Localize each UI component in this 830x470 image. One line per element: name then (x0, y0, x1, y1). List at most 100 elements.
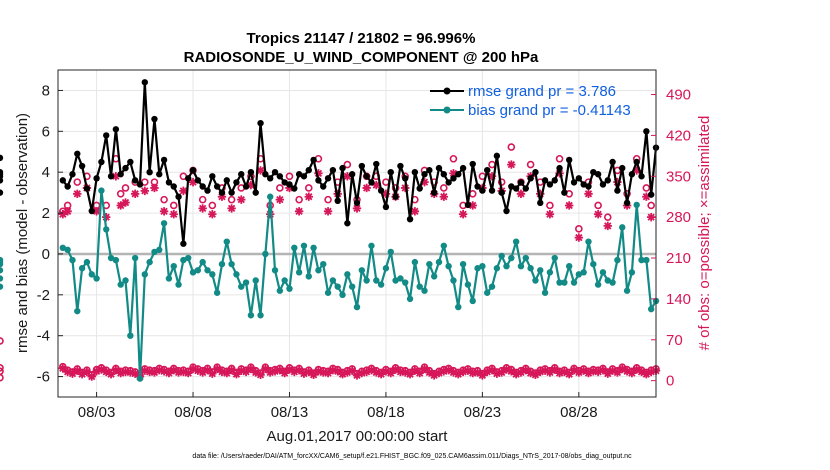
bias-series (0, 187, 660, 382)
rmse-point (281, 179, 288, 186)
rmse-point (575, 175, 583, 182)
bias-point (517, 263, 525, 270)
obs-assimilated-marker (304, 192, 313, 201)
obs-assimilated-marker (63, 207, 72, 216)
bias-point (320, 260, 327, 268)
rmse-point (107, 173, 115, 180)
bias-point (218, 260, 226, 268)
bias-point (160, 220, 168, 227)
bias-point (527, 265, 534, 272)
obs-assimilated-marker (550, 365, 559, 374)
obs-possible-marker (0, 337, 4, 345)
bias-point (604, 277, 611, 284)
bias-point (141, 271, 149, 278)
y-axis-left: -6 -4 -2 0 2 4 6 8 (37, 82, 63, 386)
bias-point (469, 297, 476, 305)
rmse-point (633, 158, 640, 166)
obs-assimilated-marker (106, 370, 116, 379)
bias-point (363, 277, 370, 284)
bias-point (209, 271, 216, 278)
obs-assimilated-marker (381, 367, 391, 376)
y-tick-label: 8 (42, 82, 50, 99)
bias-point (165, 275, 173, 282)
obs-assimilated-marker (203, 365, 212, 375)
obs-assimilated-marker (603, 369, 612, 378)
obs-assimilated-marker (294, 207, 304, 216)
rmse-point (165, 179, 173, 186)
obs-possible-marker (227, 195, 236, 204)
rmse-point (551, 177, 558, 184)
obs-assimilated-marker (492, 369, 502, 378)
bias-point (435, 258, 443, 266)
bias-point (315, 267, 322, 274)
legend-bias-marker (443, 106, 451, 114)
legend-bias-label: bias grand pr = -0.41143 (468, 102, 631, 119)
bias-point (0, 283, 4, 290)
obs-assimilated-marker (265, 210, 275, 219)
obs-possible-marker (343, 160, 352, 169)
obs-possible-marker (507, 143, 516, 151)
y2-tick-label: 210 (666, 250, 691, 267)
bias-point (151, 248, 158, 256)
bias-point (426, 260, 433, 268)
y2-tick-label: 490 (666, 87, 691, 104)
obs-assimilated-marker (579, 366, 588, 375)
obs-assimilated-marker (372, 180, 381, 190)
bias-point (344, 271, 351, 278)
obs-assimilated-marker (265, 368, 275, 377)
rmse-point (170, 183, 177, 190)
rmse-point (426, 166, 433, 174)
obs-assimilated-marker (217, 367, 227, 377)
obs-assimilated-marker (555, 368, 564, 378)
obs-assimilated-marker (642, 192, 651, 201)
bias-point (498, 252, 505, 260)
obs-assimilated-marker (309, 370, 318, 380)
obs-possible-marker (449, 154, 458, 163)
rmse-point (291, 185, 298, 192)
bias-point (445, 263, 452, 270)
rmse-point (262, 171, 269, 178)
bias-point (484, 289, 491, 296)
x-tick-label: 08/18 (367, 404, 405, 421)
obs-assimilated-marker (251, 368, 260, 377)
bias-point (295, 269, 303, 276)
rmse-point (0, 189, 4, 196)
rmse-point (213, 183, 221, 190)
obs-assimilated-marker (502, 365, 511, 374)
y2-tick-label: 0 (666, 373, 674, 390)
obs-assimilated-marker (507, 160, 516, 169)
bias-point (619, 224, 626, 231)
obs-assimilated-marker (111, 365, 121, 375)
x-tick-label: 08/03 (78, 404, 116, 421)
bias-point (368, 242, 375, 249)
rmse-point (585, 183, 592, 190)
rmse-point (508, 183, 515, 190)
obs-assimilated-marker (468, 368, 477, 378)
obs-assimilated-marker (521, 365, 530, 375)
y2-axis-label: # of obs: o=possible; ×=assimilated (696, 116, 713, 351)
x-tick-label: 08/28 (560, 404, 598, 421)
bias-point (262, 250, 269, 258)
rmse-point (78, 162, 86, 170)
obs-assimilated-marker (261, 364, 270, 374)
rmse-point (83, 185, 91, 192)
rmse-point (604, 177, 611, 184)
bias-point (503, 263, 510, 270)
obs-assimilated-marker (449, 368, 458, 377)
obs-assimilated-marker (516, 368, 526, 377)
rmse-point (156, 171, 163, 178)
rmse-point (368, 179, 375, 186)
obs-assimilated-marker (92, 207, 101, 216)
obs-assimilated-marker (362, 367, 371, 377)
rmse-point (498, 189, 505, 196)
obs-assimilated-marker (439, 192, 449, 201)
bias-point (585, 238, 592, 245)
obs-assimilated-marker (188, 364, 198, 374)
rmse-point (392, 193, 399, 200)
y-tick-label: -6 (37, 369, 50, 386)
obs-assimilated-marker (497, 368, 506, 377)
bias-point (199, 258, 206, 266)
bias-point (565, 263, 573, 270)
obs-possible-marker (647, 201, 655, 210)
